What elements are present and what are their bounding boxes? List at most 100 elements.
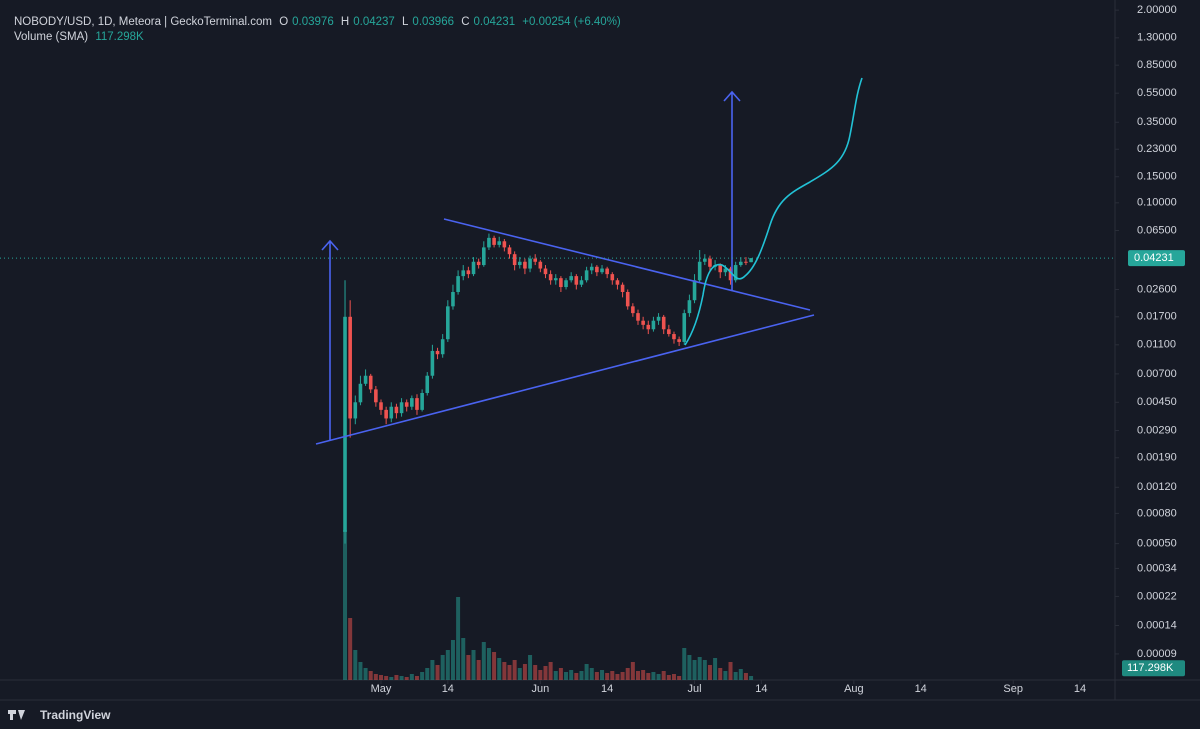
volume-bar	[692, 660, 697, 680]
volume-bar	[440, 655, 445, 680]
volume-bar	[697, 657, 702, 680]
volume-bar	[728, 662, 733, 680]
y-tick-label: 0.00290	[1137, 424, 1177, 436]
candle-body	[379, 402, 383, 410]
candle-body	[471, 261, 476, 275]
ohlc-value: 0.04231	[473, 16, 516, 28]
candle-body	[646, 324, 651, 330]
plot	[343, 233, 754, 680]
candle-body	[425, 375, 430, 393]
volume-bar	[476, 660, 481, 680]
candle-body	[610, 274, 615, 281]
volume-bar	[733, 672, 738, 680]
candle-body	[348, 316, 352, 419]
volume-bar	[517, 668, 522, 680]
candle-body	[415, 398, 419, 410]
y-tick-label: 0.15000	[1137, 171, 1177, 183]
volume-bar	[574, 673, 579, 680]
volume-bar	[749, 676, 754, 680]
ohlc-value: 0.03966	[412, 16, 454, 28]
volume-bar	[615, 674, 620, 680]
volume-bar	[522, 664, 527, 680]
y-tick-label: 0.00009	[1137, 648, 1177, 660]
volume-badge	[1122, 660, 1185, 677]
trend-line	[443, 218, 811, 311]
candle-body	[584, 270, 589, 281]
candle-body	[579, 280, 584, 285]
candle-body	[631, 306, 635, 314]
candle-body	[553, 278, 558, 281]
candle-body	[389, 406, 394, 419]
y-tick-label: 0.00050	[1137, 538, 1177, 550]
y-tick-label: 0.85000	[1137, 59, 1177, 71]
candle-body	[343, 316, 347, 532]
y-tick-label: 0.23000	[1137, 143, 1177, 155]
volume-bar	[481, 642, 486, 680]
volume-bar	[610, 671, 615, 680]
y-tick-label: 0.06500	[1137, 224, 1177, 236]
y-tick-label: 2.00000	[1137, 4, 1177, 16]
candle-body	[656, 316, 661, 321]
volume-bar	[497, 658, 502, 680]
y-tick-label: 0.00190	[1137, 452, 1177, 464]
candle-body	[733, 265, 738, 281]
brand: TradingView	[40, 708, 111, 722]
volume-bar	[584, 664, 589, 680]
volume-bar	[718, 668, 723, 680]
candle-body	[466, 270, 471, 275]
volume-bar	[404, 677, 409, 680]
candle-body	[589, 266, 594, 271]
candle-body	[435, 350, 440, 355]
x-tick-label: 14	[442, 683, 454, 695]
volume-bar	[743, 673, 748, 680]
candle-body	[672, 334, 676, 340]
volume-bar	[671, 674, 676, 680]
volume-badge-label: 117.298K	[1127, 662, 1174, 674]
candle-body	[600, 268, 604, 273]
candle-body	[476, 261, 481, 266]
volume-bar	[450, 640, 455, 680]
volume-bar	[641, 670, 646, 680]
volume-bar	[630, 662, 635, 680]
candle-body	[512, 254, 517, 266]
trend-line	[315, 314, 815, 445]
y-tick-label: 0.00022	[1137, 590, 1177, 602]
volume-bar	[389, 677, 394, 680]
candle-body	[548, 274, 553, 281]
x-tick-label: May	[371, 683, 392, 695]
ohlc-value: 0.04237	[353, 16, 395, 28]
candle-body	[384, 409, 388, 419]
candle-body	[728, 268, 733, 281]
candle-body	[641, 320, 645, 325]
volume-bar	[666, 675, 671, 680]
volume-bar	[682, 648, 687, 680]
candle-body	[682, 313, 687, 342]
candle-body	[703, 258, 707, 262]
volume-bar	[548, 662, 553, 680]
candle-body	[487, 237, 491, 248]
y-tick-label: 0.01100	[1137, 339, 1176, 351]
y-tick-label: 0.01700	[1137, 311, 1177, 323]
volume-bar	[486, 648, 491, 680]
volume-bar	[605, 673, 610, 680]
candle-body	[440, 339, 445, 355]
volume-bar	[538, 670, 543, 680]
volume-header: Volume (SMA) 117.298K	[14, 31, 148, 43]
volume-bar	[569, 670, 574, 680]
volume-bar	[466, 655, 471, 680]
candle-body	[461, 270, 466, 277]
candle-body	[517, 261, 522, 266]
volume-bar	[358, 662, 363, 680]
ohlc-key: H	[340, 16, 350, 28]
candle-body	[739, 261, 743, 266]
candle-body	[667, 329, 671, 335]
x-tick-label: Jul	[688, 683, 702, 695]
candle-body	[523, 261, 527, 269]
candle-body	[723, 268, 728, 273]
candle-body	[482, 247, 486, 266]
ohlc-key: O	[279, 16, 289, 28]
volume-bar	[594, 672, 599, 680]
candle-body	[446, 306, 450, 340]
volume-bar	[507, 665, 512, 680]
